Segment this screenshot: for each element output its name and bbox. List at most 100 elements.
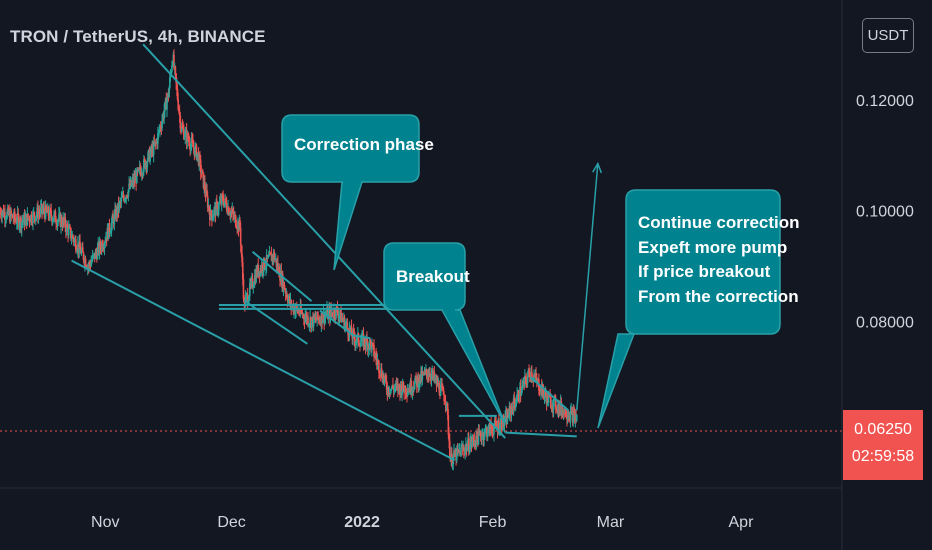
candle-body — [143, 159, 145, 172]
candle-body — [350, 326, 353, 336]
candle-body — [444, 401, 446, 403]
candle-body — [423, 371, 426, 375]
candle-body — [57, 219, 60, 222]
candle-body — [417, 376, 419, 388]
trendline — [71, 259, 456, 462]
candle-body — [119, 201, 122, 203]
candle-body — [222, 196, 224, 202]
candle-body — [317, 312, 319, 319]
candle-body — [56, 221, 59, 226]
candle-body — [269, 252, 271, 254]
candle-body — [118, 202, 121, 211]
candle-body — [92, 254, 95, 256]
candle-body — [146, 161, 149, 168]
candle — [378, 370, 381, 379]
candle — [314, 311, 317, 324]
callout-bubble — [383, 242, 506, 425]
price-axis[interactable]: 0.12000 0.10000 0.08000 — [856, 93, 914, 332]
candle — [147, 150, 149, 163]
candle-body — [290, 300, 292, 308]
candle-body — [89, 262, 91, 265]
candle — [569, 405, 572, 428]
candle — [234, 214, 237, 228]
candle-body — [448, 440, 451, 457]
candle-body — [184, 131, 187, 137]
candle-body — [390, 388, 392, 394]
candle — [99, 238, 102, 254]
candle-body — [259, 268, 262, 276]
candle — [176, 84, 179, 102]
candle-body — [533, 376, 535, 381]
candle-body — [518, 400, 521, 402]
candle-body — [448, 434, 450, 441]
candle-body — [66, 224, 69, 228]
candle-body — [478, 430, 481, 434]
candle-body — [517, 391, 520, 401]
candle-body — [121, 196, 123, 198]
candle-body — [211, 217, 214, 221]
candle-body — [286, 293, 288, 299]
time-axis[interactable]: Nov Dec 2022 Feb Mar Apr — [91, 514, 754, 531]
candle — [366, 331, 368, 342]
candle-body — [16, 222, 18, 224]
candle-body — [76, 250, 78, 252]
candle-body — [217, 209, 220, 213]
candle-body — [152, 141, 155, 155]
candle-body — [75, 249, 78, 251]
candle-body — [72, 235, 74, 239]
candle-body — [476, 431, 478, 438]
candle-body — [411, 388, 414, 393]
candle-body — [304, 317, 307, 322]
candle — [404, 385, 407, 400]
candle-body — [469, 443, 471, 451]
candle-body — [175, 73, 177, 83]
x-tick-label: 2022 — [344, 514, 380, 531]
candle-body — [79, 241, 81, 249]
candle — [27, 213, 29, 221]
candle-body — [535, 374, 537, 379]
candle — [91, 249, 94, 263]
candle-body — [394, 383, 397, 388]
candle-body — [392, 385, 394, 389]
candle — [375, 351, 378, 370]
candle-body — [140, 171, 142, 176]
candle-body — [164, 101, 166, 112]
candle — [338, 310, 340, 326]
candle-body — [73, 239, 76, 242]
candle-body — [55, 221, 57, 224]
candle — [13, 208, 16, 226]
candle — [18, 214, 20, 231]
candle-body — [84, 258, 87, 267]
candle — [378, 359, 380, 380]
trendline — [353, 334, 371, 340]
candle-body — [415, 375, 417, 380]
candle-body — [218, 201, 221, 204]
candle — [329, 303, 332, 324]
candle-body — [70, 237, 73, 239]
candle-body — [4, 212, 6, 220]
candle-body — [170, 72, 173, 75]
candle-body — [143, 159, 146, 161]
callout-line: Continue correction — [638, 213, 800, 232]
candle-body — [253, 284, 255, 287]
candle-body — [171, 65, 173, 73]
candle-body — [44, 205, 47, 219]
currency-button[interactable]: USDT — [862, 18, 914, 53]
candle-body — [85, 266, 88, 268]
candle-body — [556, 410, 558, 412]
candle-body — [161, 120, 163, 128]
candle — [215, 198, 217, 216]
candle — [177, 92, 180, 111]
candle-body — [458, 449, 460, 452]
candle — [310, 320, 313, 333]
candle-body — [341, 318, 344, 320]
candle-body — [368, 339, 371, 349]
candle — [250, 276, 252, 290]
candle-body — [380, 368, 383, 378]
candle-body — [34, 216, 37, 221]
candle — [51, 216, 54, 226]
last-price-label: 0.06250 02:59:58 — [843, 410, 923, 480]
candle-body — [261, 264, 264, 272]
candle-body — [525, 376, 528, 382]
